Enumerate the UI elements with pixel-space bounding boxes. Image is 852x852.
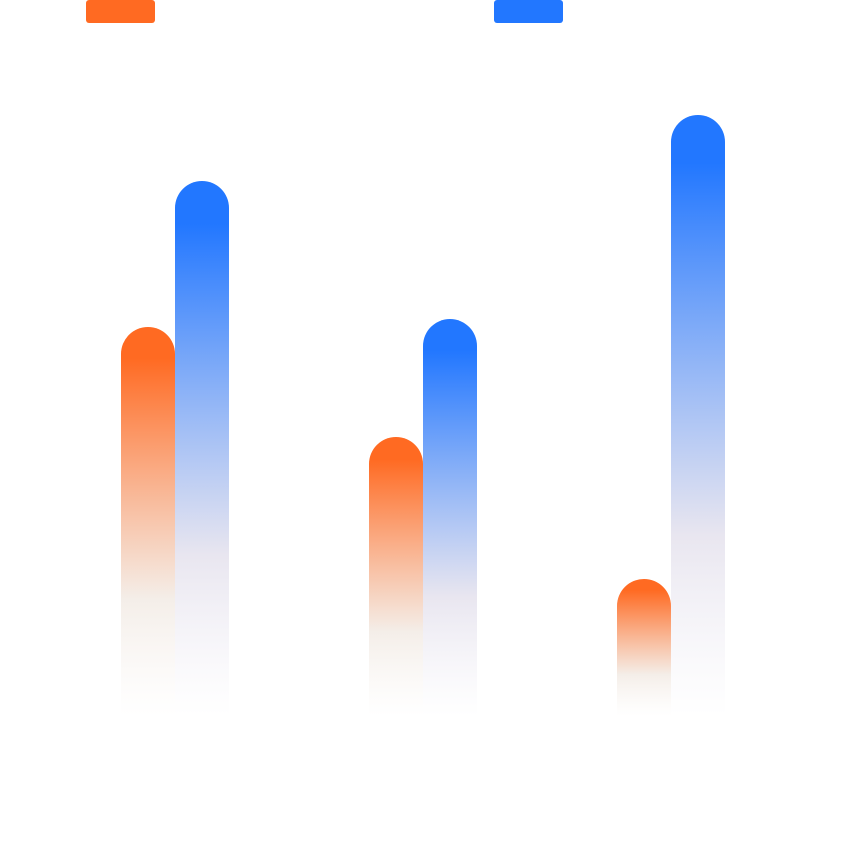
bar-group3-series1[interactable] [617,579,671,716]
bar-group2-series2[interactable] [423,319,477,716]
legend-swatch-series-2[interactable] [494,0,563,23]
legend-swatch-series-1[interactable] [86,0,155,23]
bars-group [121,115,725,716]
bar-group3-series2[interactable] [671,115,725,716]
bar-group1-series1[interactable] [121,327,175,716]
bar-group2-series1[interactable] [369,437,423,716]
bar-group1-series2[interactable] [175,181,229,716]
